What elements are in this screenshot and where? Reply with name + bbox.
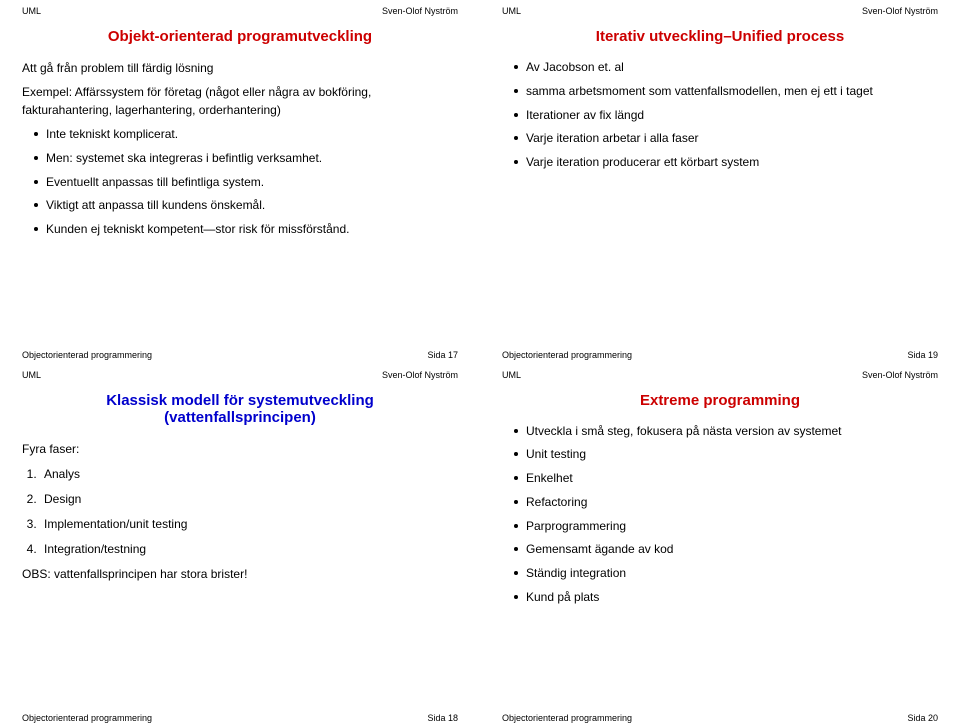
- bullet-list: Utveckla i små steg, fokusera på nästa v…: [502, 423, 938, 606]
- hdr-left: UML: [22, 370, 41, 380]
- bullet-item: Av Jacobson et. al: [514, 59, 938, 76]
- slide-20: UML Sven-Olof Nyström Extreme programmin…: [480, 364, 960, 727]
- ftr-left: Objectorienterad programmering: [22, 713, 152, 723]
- bullet-item: Utveckla i små steg, fokusera på nästa v…: [514, 423, 938, 440]
- slide-17: UML Sven-Olof Nyström Objekt-orienterad …: [0, 0, 480, 364]
- bullet-item: Eventuellt anpassas till befintliga syst…: [34, 174, 458, 191]
- bullet-item: Refactoring: [514, 494, 938, 511]
- slide-title: Extreme programming: [502, 392, 938, 409]
- slide-header: UML Sven-Olof Nyström: [502, 6, 938, 16]
- slide-18: UML Sven-Olof Nyström Klassisk modell fö…: [0, 364, 480, 727]
- ftr-page: Sida 17: [427, 350, 458, 360]
- lead-text: Fyra faser:: [22, 440, 458, 458]
- numbered-list: Analys Design Implementation/unit testin…: [22, 465, 458, 558]
- ftr-left: Objectorienterad programmering: [502, 350, 632, 360]
- list-item: Implementation/unit testing: [40, 515, 458, 533]
- note-text: OBS: vattenfallsprincipen har stora bris…: [22, 565, 458, 583]
- slide-footer: Objectorienterad programmering Sida 18: [22, 713, 458, 723]
- ftr-page: Sida 20: [907, 713, 938, 723]
- slide-title: Objekt-orienterad programutveckling: [22, 28, 458, 45]
- title-line-2: (vattenfallsprincipen): [22, 409, 458, 426]
- slide-19: UML Sven-Olof Nyström Iterativ utvecklin…: [480, 0, 960, 364]
- hdr-right: Sven-Olof Nyström: [382, 370, 458, 380]
- hdr-left: UML: [502, 370, 521, 380]
- hdr-right: Sven-Olof Nyström: [382, 6, 458, 16]
- bullet-item: Varje iteration producerar ett körbart s…: [514, 154, 938, 171]
- slide-body: Fyra faser: Analys Design Implementation…: [22, 440, 458, 583]
- bullet-list: Inte tekniskt komplicerat. Men: systemet…: [22, 126, 458, 238]
- bullet-list: Av Jacobson et. al samma arbetsmoment so…: [502, 59, 938, 171]
- bullet-item: Viktigt att anpassa till kundens önskemå…: [34, 197, 458, 214]
- slide-body: Utveckla i små steg, fokusera på nästa v…: [502, 423, 938, 606]
- slide-footer: Objectorienterad programmering Sida 19: [502, 350, 938, 360]
- bullet-item: Kunden ej tekniskt kompetent—stor risk f…: [34, 221, 458, 238]
- bullet-item: Unit testing: [514, 446, 938, 463]
- title-line-1: Klassisk modell för systemutveckling: [22, 392, 458, 409]
- slide-title: Klassisk modell för systemutveckling (va…: [22, 392, 458, 426]
- ftr-left: Objectorienterad programmering: [502, 713, 632, 723]
- list-item: Design: [40, 490, 458, 508]
- list-item: Integration/testning: [40, 540, 458, 558]
- intro-line: Att gå från problem till färdig lösning: [22, 59, 458, 77]
- bullet-item: Varje iteration arbetar i alla faser: [514, 130, 938, 147]
- slide-grid: UML Sven-Olof Nyström Objekt-orienterad …: [0, 0, 960, 727]
- slide-body: Att gå från problem till färdig lösning …: [22, 59, 458, 238]
- slide-header: UML Sven-Olof Nyström: [22, 6, 458, 16]
- hdr-right: Sven-Olof Nyström: [862, 6, 938, 16]
- slide-footer: Objectorienterad programmering Sida 17: [22, 350, 458, 360]
- hdr-left: UML: [22, 6, 41, 16]
- ftr-left: Objectorienterad programmering: [22, 350, 152, 360]
- bullet-item: Parprogrammering: [514, 518, 938, 535]
- ftr-page: Sida 18: [427, 713, 458, 723]
- slide-body: Av Jacobson et. al samma arbetsmoment so…: [502, 59, 938, 171]
- bullet-item: Iterationer av fix längd: [514, 107, 938, 124]
- bullet-item: samma arbetsmoment som vattenfallsmodell…: [514, 83, 938, 100]
- bullet-item: Enkelhet: [514, 470, 938, 487]
- slide-header: UML Sven-Olof Nyström: [502, 370, 938, 380]
- hdr-left: UML: [502, 6, 521, 16]
- list-item: Analys: [40, 465, 458, 483]
- bullet-item: Inte tekniskt komplicerat.: [34, 126, 458, 143]
- bullet-item: Men: systemet ska integreras i befintlig…: [34, 150, 458, 167]
- slide-title: Iterativ utveckling–Unified process: [502, 28, 938, 45]
- intro-line: Exempel: Affärssystem för företag (något…: [22, 83, 458, 119]
- bullet-item: Ständig integration: [514, 565, 938, 582]
- hdr-right: Sven-Olof Nyström: [862, 370, 938, 380]
- bullet-item: Kund på plats: [514, 589, 938, 606]
- ftr-page: Sida 19: [907, 350, 938, 360]
- slide-footer: Objectorienterad programmering Sida 20: [502, 713, 938, 723]
- slide-header: UML Sven-Olof Nyström: [22, 370, 458, 380]
- bullet-item: Gemensamt ägande av kod: [514, 541, 938, 558]
